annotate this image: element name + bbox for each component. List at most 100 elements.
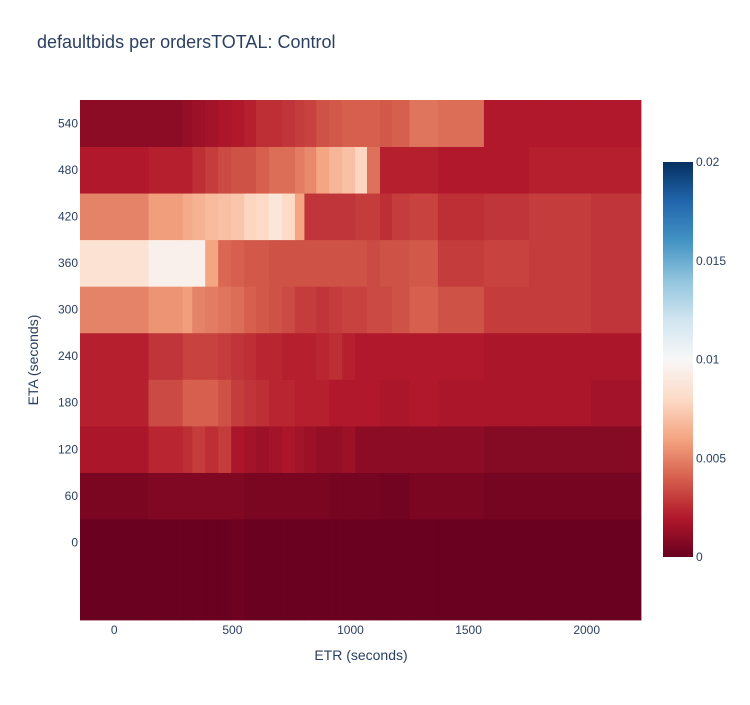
x-tick-label: 0 <box>111 623 118 637</box>
heatmap-cell <box>528 100 592 147</box>
heatmap-cell <box>294 332 305 380</box>
heatmap-cell <box>355 100 368 147</box>
heatmap-cell <box>391 425 410 473</box>
heatmap-cell <box>409 519 439 621</box>
heatmap-cell <box>316 239 330 287</box>
heatmap-cell <box>437 379 485 427</box>
heatmap-cell <box>304 193 317 241</box>
heatmap-cell <box>379 332 393 380</box>
heatmap-cell <box>342 100 356 147</box>
heatmap-cell <box>528 379 592 427</box>
heatmap-cell <box>205 286 219 334</box>
y-axis-ticks: 0 60 120 180 240 300 360 420 480 540 <box>58 116 78 549</box>
heatmap-cell <box>148 425 184 473</box>
heatmap-cell <box>591 239 642 287</box>
x-axis-ticks: 0 500 1000 1500 2000 <box>111 623 600 637</box>
heatmap-cell <box>528 332 592 380</box>
heatmap-cell <box>379 193 393 241</box>
heatmap-cell <box>294 379 305 427</box>
heatmap-cells <box>80 100 642 621</box>
heatmap-cell <box>148 286 184 334</box>
y-tick-label: 240 <box>58 349 78 363</box>
heatmap-cell <box>231 146 245 194</box>
heatmap-cell <box>294 472 305 520</box>
heatmap-cell <box>192 519 206 621</box>
heatmap-cell <box>182 146 193 194</box>
heatmap-cell <box>391 193 410 241</box>
heatmap-cell <box>244 146 257 194</box>
heatmap-cell <box>281 286 296 334</box>
heatmap-cell <box>80 332 149 380</box>
heatmap-cell <box>316 146 330 194</box>
heatmap-cell <box>218 239 232 287</box>
heatmap-cell <box>483 100 530 147</box>
heatmap-cell <box>316 379 330 427</box>
heatmap-cell <box>379 425 393 473</box>
heatmap-cell <box>205 332 219 380</box>
heatmap-cell <box>268 193 283 241</box>
heatmap-cell <box>409 332 439 380</box>
heatmap-cell <box>218 193 232 241</box>
heatmap-cell <box>281 239 296 287</box>
heatmap-cell <box>205 146 219 194</box>
heatmap-cell <box>231 100 245 147</box>
heatmap-cell <box>355 193 368 241</box>
heatmap-cell <box>591 286 642 334</box>
heatmap-cell <box>231 193 245 241</box>
heatmap-cell <box>409 425 439 473</box>
heatmap-cell <box>304 519 317 621</box>
heatmap-cell <box>281 519 296 621</box>
heatmap-cell <box>329 425 343 473</box>
heatmap-cell <box>205 472 219 520</box>
heatmap-cell <box>80 425 149 473</box>
heatmap-cell <box>591 146 642 194</box>
heatmap-cell <box>367 100 381 147</box>
heatmap-cell <box>483 239 530 287</box>
heatmap-cell <box>244 100 257 147</box>
heatmap-cell <box>294 425 305 473</box>
heatmap-cell <box>268 425 283 473</box>
heatmap-cell <box>329 239 343 287</box>
heatmap-cell <box>255 379 270 427</box>
heatmap-cell <box>342 286 356 334</box>
heatmap-cell <box>367 519 381 621</box>
heatmap-cell <box>304 286 317 334</box>
heatmap-cell <box>182 472 193 520</box>
heatmap-cell <box>255 100 270 147</box>
colorbar-gradient <box>663 162 693 557</box>
heatmap-cell <box>294 146 305 194</box>
heatmap-cell <box>528 239 592 287</box>
heatmap-cell <box>437 286 485 334</box>
heatmap-cell <box>294 286 305 334</box>
heatmap-cell <box>409 146 439 194</box>
heatmap-cell <box>80 286 149 334</box>
heatmap-cell <box>379 146 393 194</box>
heatmap-cell <box>205 100 219 147</box>
heatmap-cell <box>304 239 317 287</box>
x-tick-label: 1000 <box>337 623 364 637</box>
heatmap-cell <box>80 519 149 621</box>
heatmap-cell <box>268 146 283 194</box>
heatmap-cell <box>244 286 257 334</box>
y-tick-label: 120 <box>58 442 78 456</box>
x-tick-label: 500 <box>222 623 242 637</box>
heatmap-cell <box>192 379 206 427</box>
heatmap-cell <box>192 146 206 194</box>
heatmap-cell <box>391 519 410 621</box>
heatmap-cell <box>437 193 485 241</box>
heatmap-cell <box>268 332 283 380</box>
heatmap-cell <box>591 425 642 473</box>
heatmap-cell <box>355 472 368 520</box>
colorbar-tick-label: 0.015 <box>696 254 726 268</box>
heatmap-cell <box>281 193 296 241</box>
heatmap-cell <box>192 425 206 473</box>
heatmap-cell <box>437 239 485 287</box>
heatmap-cell <box>231 286 245 334</box>
heatmap-cell <box>355 379 368 427</box>
heatmap-cell <box>355 286 368 334</box>
heatmap-cell <box>281 379 296 427</box>
heatmap-cell <box>281 472 296 520</box>
heatmap-cell <box>80 146 149 194</box>
y-tick-label: 420 <box>58 209 78 223</box>
heatmap-cell <box>148 379 184 427</box>
